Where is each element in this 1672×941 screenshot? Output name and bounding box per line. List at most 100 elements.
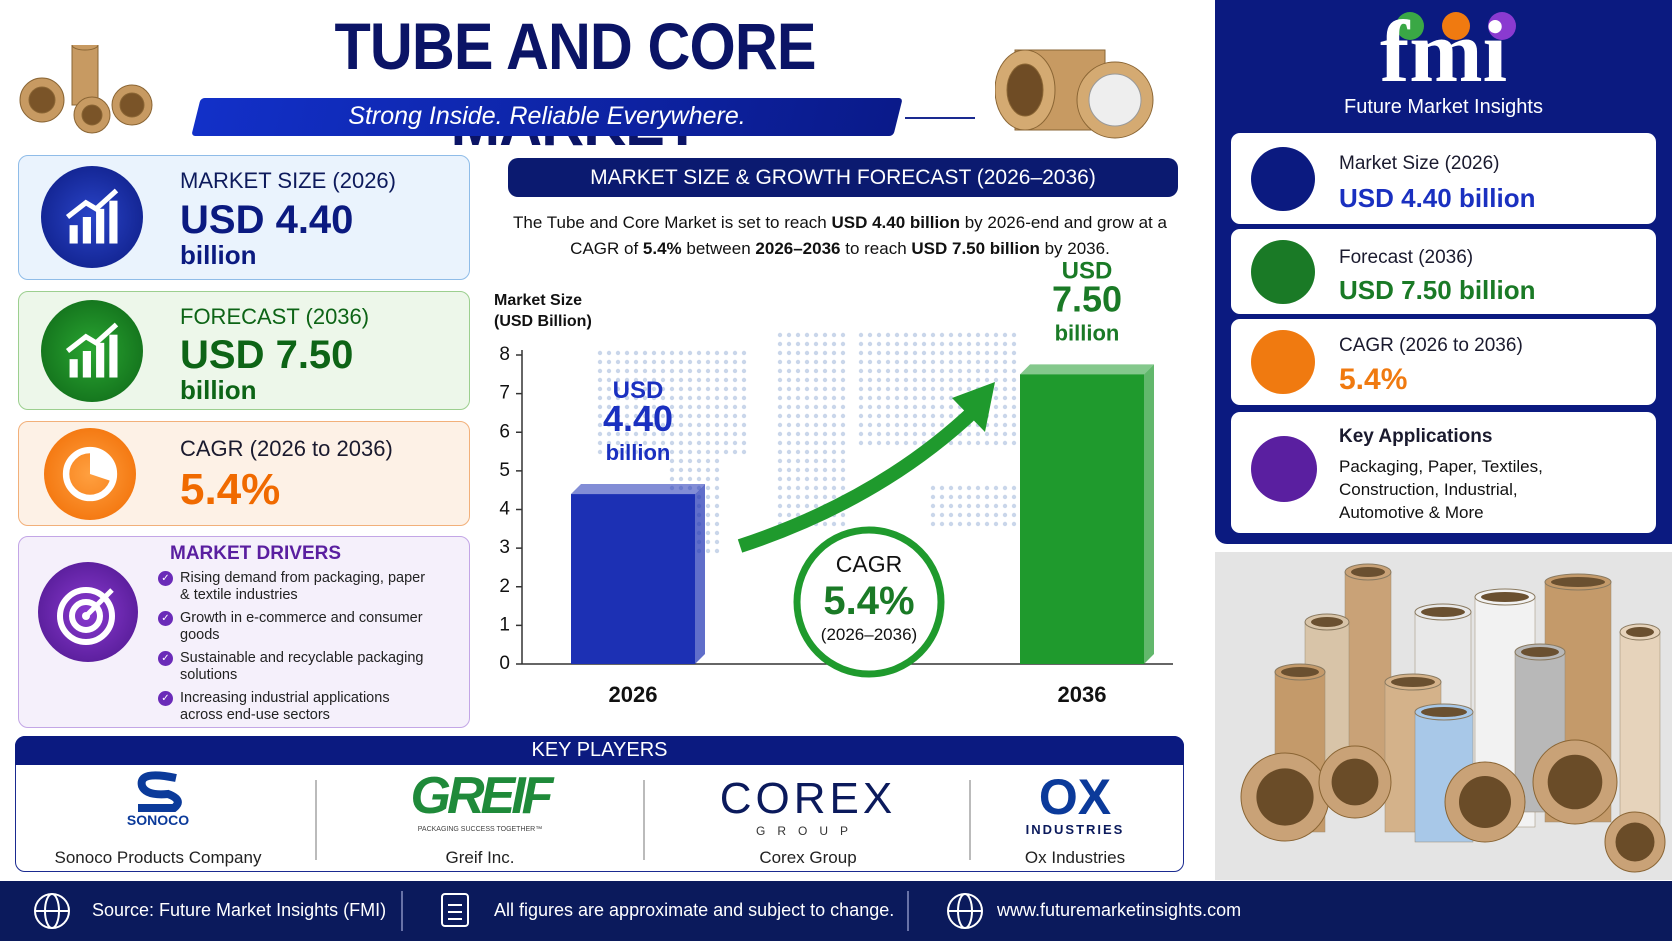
map-dot <box>1011 359 1017 365</box>
map-dot <box>903 359 909 365</box>
map-dot <box>741 404 747 410</box>
map-dot <box>705 503 711 509</box>
map-dot <box>930 377 936 383</box>
map-dot <box>903 404 909 410</box>
map-dot <box>975 368 981 374</box>
map-dot <box>615 350 621 356</box>
map-dot <box>633 386 639 392</box>
map-dot <box>786 449 792 455</box>
map-dot <box>642 368 648 374</box>
map-dot <box>732 386 738 392</box>
map-dot <box>831 521 837 527</box>
bar <box>1020 374 1144 664</box>
map-dot <box>921 431 927 437</box>
map-dot <box>804 332 810 338</box>
map-dot <box>903 440 909 446</box>
map-dot <box>687 359 693 365</box>
highlight-value: USD 7.50 billion <box>1339 275 1536 305</box>
map-dot <box>930 395 936 401</box>
map-dot <box>885 359 891 365</box>
map-dot <box>633 422 639 428</box>
map-dot <box>831 413 837 419</box>
player-name: Sonoco Products Company <box>54 848 262 867</box>
map-dot <box>948 377 954 383</box>
map-dot <box>876 350 882 356</box>
map-dot <box>804 404 810 410</box>
map-dot <box>993 359 999 365</box>
map-dot <box>804 476 810 482</box>
y-tick-label: 8 <box>499 344 510 365</box>
map-dot <box>894 377 900 383</box>
map-dot <box>660 386 666 392</box>
map-dot <box>813 494 819 500</box>
map-dot <box>939 395 945 401</box>
map-dot <box>633 377 639 383</box>
bar-side <box>695 484 705 664</box>
map-dot <box>840 458 846 464</box>
map-dot <box>921 368 927 374</box>
map-dot <box>705 350 711 356</box>
map-dot <box>984 350 990 356</box>
map-dot <box>705 512 711 518</box>
subtitle-part: USD 4.40 billion <box>831 213 960 232</box>
subtitle-part: by 2036. <box>1039 239 1110 258</box>
map-dot <box>966 350 972 356</box>
map-dot <box>795 413 801 419</box>
map-dot <box>831 467 837 473</box>
map-dot <box>948 359 954 365</box>
map-dot <box>966 368 972 374</box>
map-dot <box>912 404 918 410</box>
map-dot <box>777 440 783 446</box>
map-dot <box>993 431 999 437</box>
map-dot <box>597 395 603 401</box>
map-dot <box>633 440 639 446</box>
map-dot <box>795 431 801 437</box>
map-dot <box>912 350 918 356</box>
map-dot <box>984 485 990 491</box>
card-value: USD 4.40 billion <box>180 198 354 270</box>
map-dot <box>948 494 954 500</box>
map-dot <box>957 485 963 491</box>
y-tick-label: 0 <box>499 653 510 674</box>
map-dot <box>597 431 603 437</box>
map-dot <box>957 440 963 446</box>
map-dot <box>687 350 693 356</box>
map-dot <box>966 485 972 491</box>
highlight: Key Applications Packaging, Paper, Textil… <box>1231 412 1656 533</box>
map-dot <box>840 350 846 356</box>
driver: Increasing industrial applications acros… <box>158 690 428 724</box>
map-dot <box>867 359 873 365</box>
map-dot <box>993 422 999 428</box>
map-dot <box>723 395 729 401</box>
x-tick-label: 2026 <box>609 682 658 707</box>
map-dot <box>705 386 711 392</box>
icon <box>44 428 136 520</box>
map-dot <box>624 395 630 401</box>
map-dot <box>903 341 909 347</box>
map-dot <box>813 395 819 401</box>
map-dot <box>786 377 792 383</box>
player-logo: COREX <box>719 774 897 823</box>
tube-end-hole <box>1331 758 1379 806</box>
map-dot <box>705 530 711 536</box>
map-dot <box>705 458 711 464</box>
map-dot <box>831 458 837 464</box>
map-dot <box>732 377 738 383</box>
map-dot <box>993 395 999 401</box>
drivers-title: MARKET DRIVERS <box>170 543 342 564</box>
map-dot <box>786 467 792 473</box>
map-dot <box>651 386 657 392</box>
map-dot <box>678 431 684 437</box>
map-dot <box>939 512 945 518</box>
map-dot <box>822 458 828 464</box>
map-dot <box>795 512 801 518</box>
map-dot <box>822 377 828 383</box>
map-dot <box>822 449 828 455</box>
map-dot <box>723 404 729 410</box>
map-dot <box>777 359 783 365</box>
map-dot <box>840 431 846 437</box>
map-dot <box>777 467 783 473</box>
map-dot <box>948 512 954 518</box>
map-dot <box>822 350 828 356</box>
map-dot <box>948 350 954 356</box>
